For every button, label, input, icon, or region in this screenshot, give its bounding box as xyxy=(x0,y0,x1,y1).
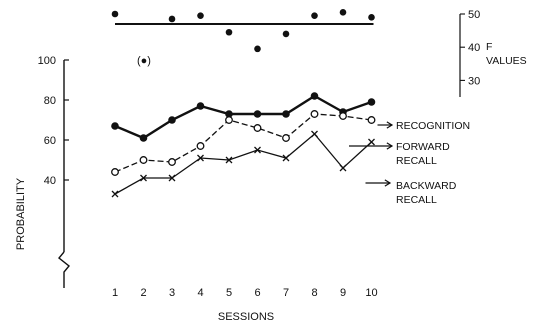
f-value-point xyxy=(282,30,290,38)
f-value-point xyxy=(368,14,375,21)
f-values-panel: 50 40 30 F VALUES xyxy=(111,9,527,97)
y-tick-label: 100 xyxy=(38,55,56,67)
f-tick-label: 40 xyxy=(468,42,480,54)
data-point xyxy=(111,190,119,198)
x-tick-label: 3 xyxy=(169,287,175,299)
data-point xyxy=(311,130,318,138)
data-point xyxy=(139,134,148,142)
x-tick-label: 5 xyxy=(226,287,232,299)
data-point xyxy=(254,146,261,154)
data-point xyxy=(253,110,262,118)
recognition-arrow-head xyxy=(386,121,394,129)
data-point xyxy=(310,92,319,100)
f-values-label-f: F xyxy=(486,41,492,53)
x-tick-label: 4 xyxy=(197,287,203,299)
y-tick-label: 40 xyxy=(44,175,56,187)
f-values-label-values: VALUES xyxy=(486,55,527,67)
f-value-point xyxy=(225,28,233,36)
x-tick-label: 10 xyxy=(365,287,377,299)
data-point xyxy=(253,124,262,132)
f-value-point xyxy=(111,10,119,18)
y-tick-label: 60 xyxy=(44,135,56,147)
data-point xyxy=(225,110,233,118)
data-point xyxy=(168,174,176,182)
data-point xyxy=(282,134,290,142)
f-tick-label: 50 xyxy=(468,9,480,21)
data-point xyxy=(197,154,204,162)
data-point xyxy=(282,110,290,118)
x-tick-label: 2 xyxy=(140,287,146,299)
y-axis-break xyxy=(58,251,70,278)
data-point xyxy=(282,154,290,162)
series-layer xyxy=(111,92,376,198)
x-tick-label: 8 xyxy=(311,287,317,299)
data-point xyxy=(367,116,376,124)
series-line xyxy=(114,94,372,140)
series-label-backward-recall: RECALL xyxy=(396,194,437,206)
series-label-backward: BACKWARD xyxy=(396,180,457,192)
f-value-point xyxy=(339,9,347,16)
x-tick-label: 1 xyxy=(112,287,118,299)
data-point xyxy=(139,156,148,164)
data-point xyxy=(196,142,205,150)
x-tick-label: 6 xyxy=(254,287,260,299)
f-value-point xyxy=(254,45,261,53)
data-point xyxy=(111,122,119,130)
data-point xyxy=(168,158,176,166)
f-tick-label: 30 xyxy=(468,75,480,87)
forward-recall-arrow-head xyxy=(386,142,394,150)
data-point xyxy=(368,138,375,146)
f-value-point xyxy=(168,15,176,23)
series-line xyxy=(114,133,372,195)
f-value-point xyxy=(311,12,318,19)
data-point xyxy=(367,98,376,106)
y-axis-title: PROBABILITY xyxy=(15,177,27,250)
x-tick-label: 9 xyxy=(340,287,346,299)
backward-recall-arrow-head xyxy=(384,179,392,187)
series-label-recognition: RECOGNITION xyxy=(396,120,470,132)
data-point xyxy=(225,156,233,164)
f-value-point xyxy=(197,12,204,19)
data-point xyxy=(339,164,347,172)
data-point xyxy=(225,116,233,124)
series-label-forward-recall: RECALL xyxy=(396,155,437,167)
data-point xyxy=(196,102,205,110)
data-point xyxy=(111,168,119,176)
x-tick-label: 7 xyxy=(283,287,289,299)
y-tick-label: 80 xyxy=(44,95,56,107)
series-line xyxy=(114,113,372,173)
labels-layer: RECOGNITION FORWARD RECALL BACKWARD RECALL (●… xyxy=(137,55,470,206)
data-point xyxy=(339,112,347,120)
annotation-paren-dot: (●) xyxy=(137,55,151,67)
series-label-forward: FORWARD xyxy=(396,141,450,153)
data-point xyxy=(140,174,147,182)
x-axis-title: SESSIONS xyxy=(218,311,274,323)
main-axes: 100 80 60 40 1 2 3 4 5 6 7 8 9 10 SESSIONS PROBABILITY xyxy=(15,55,378,323)
data-point xyxy=(168,116,176,124)
data-point xyxy=(310,110,319,118)
